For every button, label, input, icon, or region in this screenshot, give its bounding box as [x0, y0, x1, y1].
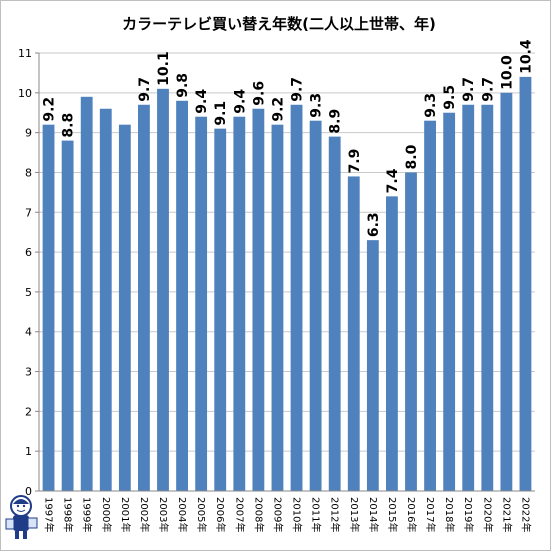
data-label: 10.0: [499, 55, 515, 90]
y-tick-label: 1: [25, 445, 32, 458]
x-tick-label: 1999年: [81, 497, 94, 532]
bar: [138, 104, 150, 491]
bar: [443, 112, 456, 492]
x-tick-label: 2010年: [291, 497, 304, 532]
bar: [195, 116, 208, 491]
y-tick-label: 4: [25, 326, 32, 339]
x-tick-label: 2005年: [195, 497, 208, 532]
data-label: 9.8: [175, 73, 191, 98]
x-tick-label: 2015年: [386, 497, 399, 532]
x-tick-label: 2011年: [310, 497, 323, 532]
y-tick-label: 6: [25, 246, 32, 259]
data-label: 10.1: [156, 51, 172, 86]
y-tick-label: 5: [25, 286, 32, 299]
x-tick-label: 2014年: [367, 497, 380, 532]
data-label: 9.6: [251, 81, 267, 106]
bar: [290, 104, 303, 491]
bar: [118, 124, 131, 491]
data-label: 6.3: [366, 212, 382, 237]
x-tick-label: 2007年: [233, 497, 246, 532]
y-tick-label: 7: [25, 206, 32, 219]
data-label: 9.5: [442, 85, 458, 110]
y-tick-label: 9: [25, 127, 32, 140]
bar: [61, 140, 74, 491]
x-tick-label: 2000年: [100, 497, 113, 532]
x-tick-label: 2021年: [500, 497, 513, 532]
x-tick-label: 2022年: [519, 497, 532, 532]
data-labels: 9.28.89.710.1 9.89.4 9.1 9.4 9.69.29.79.38.9…: [42, 39, 535, 237]
bar: [176, 100, 188, 492]
data-label: 9.7: [290, 77, 306, 102]
y-axis-labels: 0 1 2 3 4 5 6 7 8 9 10 11: [18, 47, 32, 498]
bar: [386, 196, 398, 491]
x-tick-label: 2001年: [119, 497, 132, 532]
bar: [99, 108, 112, 491]
data-label: 9.1: [213, 101, 229, 126]
bar: [405, 172, 417, 492]
bar: [42, 124, 55, 491]
bar: [481, 104, 494, 491]
y-tick-label: 8: [25, 166, 32, 179]
data-label: 9.2: [42, 97, 58, 122]
bars: [42, 76, 532, 492]
x-tick-label: 2009年: [271, 497, 284, 532]
bar: [328, 136, 341, 492]
bar: [462, 104, 475, 491]
data-label: 9.4: [194, 89, 210, 114]
x-tick-label: 2012年: [329, 497, 342, 532]
x-tick-label: 2013年: [348, 497, 361, 532]
bar: [347, 176, 360, 491]
y-tick-label: 11: [18, 47, 32, 60]
data-label: 9.2: [270, 97, 286, 122]
x-tick-label: 2018年: [443, 497, 456, 532]
data-label: 9.7: [137, 77, 153, 102]
bar: [80, 96, 93, 492]
bar: [500, 92, 513, 492]
y-tick-label: 2: [25, 405, 32, 418]
x-tick-label: 2017年: [424, 497, 437, 532]
bar: [214, 128, 227, 491]
bar: [271, 124, 284, 491]
data-label: 9.4: [232, 89, 248, 114]
data-label: 7.4: [385, 168, 401, 193]
y-tick-label: 0: [25, 485, 32, 498]
data-label: 8.0: [404, 144, 420, 169]
x-tick-label: 1998年: [62, 497, 75, 532]
bar: [252, 108, 265, 491]
bar: [519, 76, 532, 492]
data-label: 7.9: [347, 149, 363, 174]
bar: [233, 116, 246, 491]
x-tick-label: 2016年: [405, 497, 418, 532]
mascot-logo: [5, 495, 38, 539]
x-tick-label: 2008年: [252, 497, 265, 532]
axes: [38, 53, 535, 492]
y-tick-label: 10: [18, 87, 32, 100]
data-label: 8.8: [61, 113, 77, 138]
bar: [366, 240, 379, 491]
x-tick-label: 2019年: [462, 497, 475, 532]
y-tick-label: 3: [25, 366, 32, 379]
x-tick-label: 2006年: [214, 497, 227, 532]
x-tick-label: 2002年: [138, 497, 151, 532]
data-label: 9.7: [480, 77, 496, 102]
bar: [424, 120, 436, 491]
data-label: 9.3: [423, 93, 439, 118]
bar: [309, 120, 322, 491]
data-label: 9.3: [309, 93, 325, 118]
data-label: 9.7: [461, 77, 477, 102]
x-tick-label: 1997年: [43, 497, 56, 532]
x-tick-label: 2020年: [481, 497, 494, 532]
data-label: 8.9: [328, 109, 344, 134]
x-axis-labels: 1997年 1998年 1999年 2000年 2001年 2002年 2003年 2004年…: [43, 497, 533, 532]
chart-title: カラーテレビ買い替え年数(二人以上世帯、年): [122, 15, 436, 33]
x-tick-label: 2003年: [157, 497, 170, 532]
data-label: 10.4: [518, 39, 534, 74]
bar: [157, 88, 169, 491]
x-tick-label: 2004年: [176, 497, 189, 532]
